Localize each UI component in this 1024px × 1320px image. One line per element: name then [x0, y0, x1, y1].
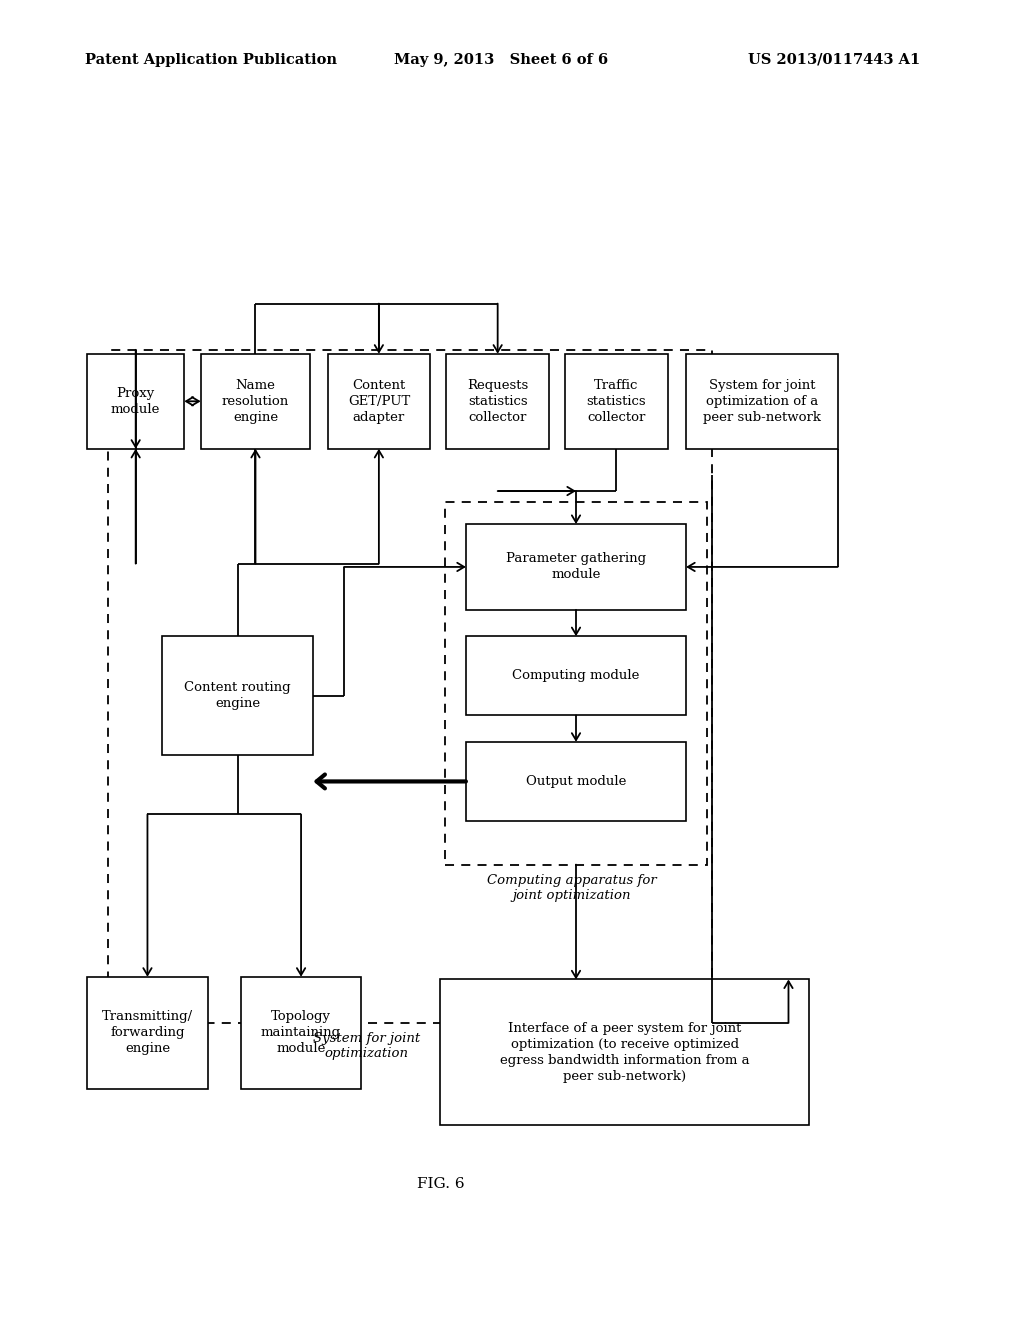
Text: Computing apparatus for
joint optimization: Computing apparatus for joint optimizati… [486, 874, 656, 902]
Text: Computing module: Computing module [512, 669, 640, 682]
Bar [466, 636, 686, 715]
Bar [446, 354, 549, 449]
Text: Transmitting/
forwarding
engine: Transmitting/ forwarding engine [102, 1010, 193, 1056]
Bar [108, 350, 712, 1023]
Bar [686, 354, 838, 449]
Bar [466, 524, 686, 610]
Text: May 9, 2013   Sheet 6 of 6: May 9, 2013 Sheet 6 of 6 [394, 53, 608, 67]
Text: System for joint
optimization of a
peer sub-network: System for joint optimization of a peer … [702, 379, 821, 424]
Bar [87, 354, 184, 449]
Bar [466, 742, 686, 821]
Bar [445, 502, 707, 865]
Text: System for joint
optimization: System for joint optimization [313, 1032, 420, 1060]
Bar [328, 354, 430, 449]
Text: Output module: Output module [525, 775, 627, 788]
Text: Parameter gathering
module: Parameter gathering module [506, 553, 646, 581]
Text: Requests
statistics
collector: Requests statistics collector [467, 379, 528, 424]
Text: Interface of a peer system for joint
optimization (to receive optimized
egress b: Interface of a peer system for joint opt… [500, 1022, 750, 1082]
Text: Traffic
statistics
collector: Traffic statistics collector [587, 379, 646, 424]
Text: Content routing
engine: Content routing engine [184, 681, 291, 710]
Bar [440, 979, 809, 1125]
Text: Content
GET/PUT
adapter: Content GET/PUT adapter [348, 379, 410, 424]
Text: FIG. 6: FIG. 6 [417, 1177, 464, 1192]
Bar [241, 977, 361, 1089]
Bar [565, 354, 668, 449]
Text: Patent Application Publication: Patent Application Publication [85, 53, 337, 67]
Text: Proxy
module: Proxy module [111, 387, 161, 416]
Bar [162, 636, 313, 755]
Text: US 2013/0117443 A1: US 2013/0117443 A1 [748, 53, 920, 67]
Text: Name
resolution
engine: Name resolution engine [222, 379, 289, 424]
Text: Topology
maintaining
module: Topology maintaining module [261, 1010, 341, 1056]
Bar [87, 977, 208, 1089]
Bar [201, 354, 310, 449]
